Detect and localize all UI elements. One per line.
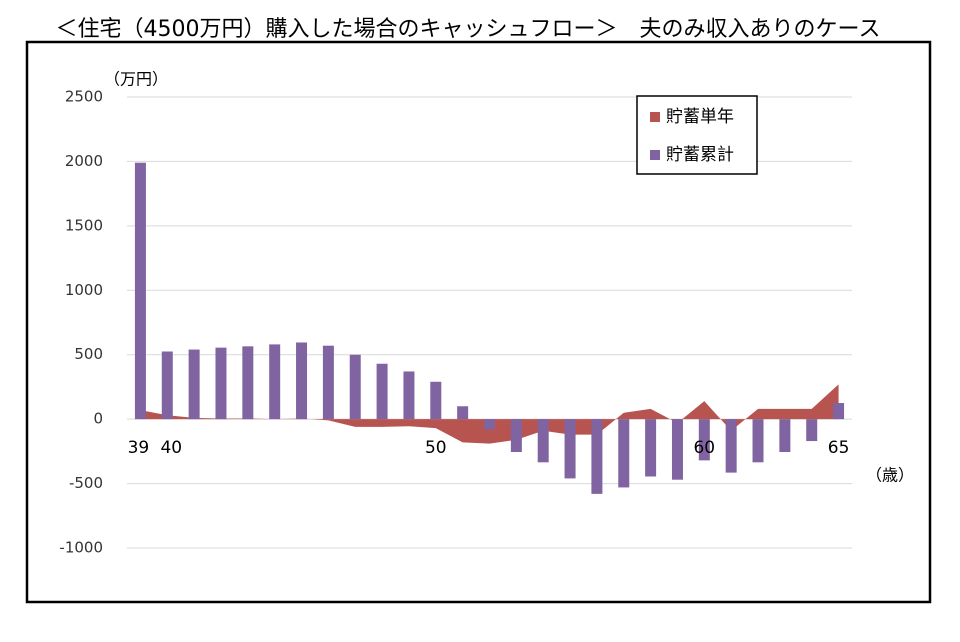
- bar: [510, 419, 522, 453]
- y-tick-label: 1000: [65, 281, 103, 299]
- bar: [833, 403, 845, 420]
- bar: [349, 354, 361, 420]
- x-unit-label: （歳）: [866, 466, 914, 485]
- y-tick-label: 0: [93, 410, 103, 428]
- bar: [618, 419, 630, 488]
- chart-frame: [25, 40, 932, 604]
- x-tick-label: 40: [160, 438, 182, 458]
- bar: [671, 419, 683, 480]
- bar: [698, 419, 710, 461]
- y-tick-label: -1000: [59, 539, 103, 557]
- bar: [752, 419, 764, 463]
- bar: [725, 419, 737, 473]
- bar: [457, 406, 469, 420]
- bar: [564, 419, 576, 479]
- bar: [376, 363, 388, 420]
- bar: [537, 419, 549, 463]
- area: [140, 384, 839, 444]
- x-tick-label: 60: [693, 438, 715, 458]
- bar: [161, 351, 173, 420]
- bar: [484, 419, 495, 430]
- bar: [188, 349, 200, 420]
- x-tick-label: 50: [425, 438, 447, 458]
- bar: [591, 419, 603, 494]
- y-tick-label: 1500: [65, 216, 103, 234]
- bar: [134, 162, 146, 420]
- bar: [403, 371, 415, 420]
- bar: [269, 344, 281, 420]
- chart-title: ＜住宅（4500万円）購入した場合のキャッシュフロー＞ 夫のみ収入ありのケース: [56, 17, 881, 42]
- bar: [645, 419, 657, 477]
- bar: [779, 419, 791, 453]
- bar: [215, 347, 227, 420]
- legend-swatch: [650, 112, 660, 122]
- y-tick-label: 500: [74, 345, 103, 363]
- y-tick-label: 2000: [65, 152, 103, 170]
- bar: [806, 419, 818, 442]
- x-tick-label: 65: [828, 438, 850, 458]
- legend-swatch: [650, 150, 660, 160]
- legend-label: 貯蓄累計: [666, 145, 734, 165]
- bar: [296, 342, 308, 420]
- bar: [242, 346, 254, 420]
- legend-label: 貯蓄単年: [666, 107, 734, 127]
- bar: [430, 381, 442, 420]
- y-unit-label: （万円）: [104, 70, 168, 89]
- legend-frame: [636, 95, 758, 175]
- bar: [322, 345, 334, 420]
- y-tick-label: -500: [69, 474, 103, 492]
- y-tick-label: 2500: [65, 88, 103, 106]
- x-tick-label: 39: [128, 438, 150, 458]
